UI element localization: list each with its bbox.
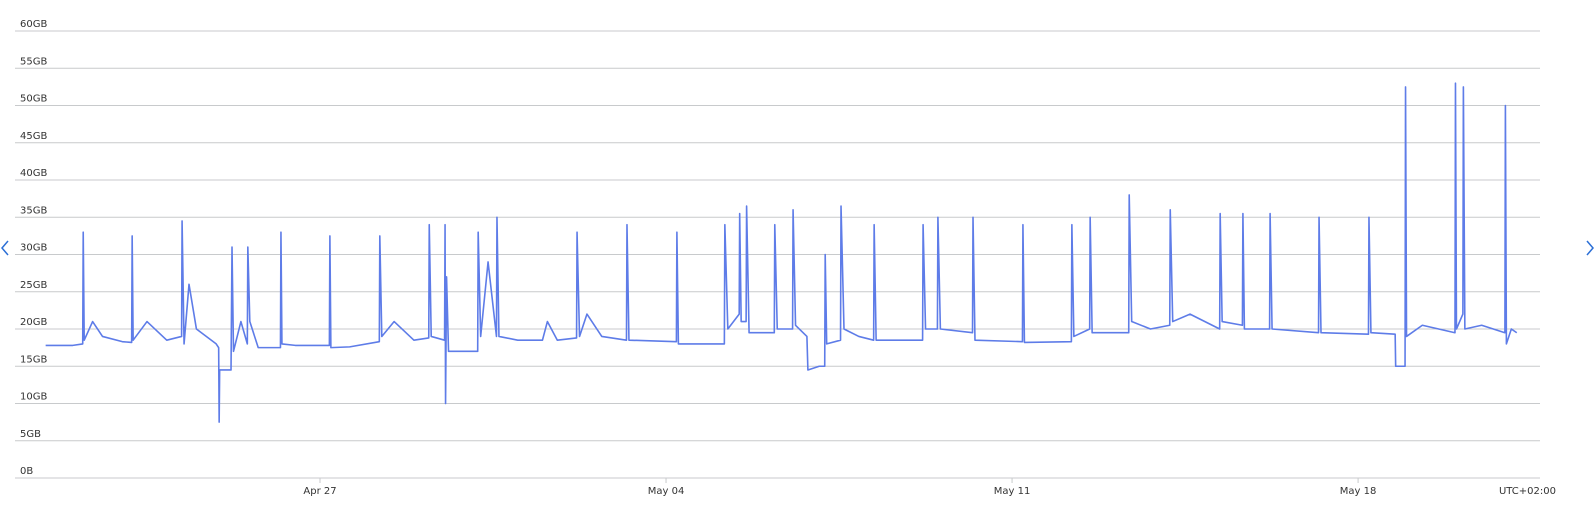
timezone-label: UTC+02:00 bbox=[1499, 486, 1556, 497]
y-tick-label: 35GB bbox=[20, 205, 47, 216]
x-tick-label: Apr 27 bbox=[303, 486, 336, 497]
x-tick-label: May 04 bbox=[648, 486, 685, 497]
previous-arrow[interactable] bbox=[1, 240, 9, 256]
y-tick-label: 55GB bbox=[20, 56, 47, 67]
x-tick-label: May 11 bbox=[994, 486, 1031, 497]
y-tick-label: 20GB bbox=[20, 317, 47, 328]
next-arrow[interactable] bbox=[1586, 240, 1594, 256]
y-tick-label: 15GB bbox=[20, 354, 47, 365]
y-tick-label: 50GB bbox=[20, 94, 47, 105]
y-tick-label: 10GB bbox=[20, 392, 47, 403]
x-tick-label: May 18 bbox=[1340, 486, 1377, 497]
y-tick-label: 45GB bbox=[20, 131, 47, 142]
y-tick-label: 60GB bbox=[20, 19, 47, 30]
y-tick-label: 5GB bbox=[20, 429, 41, 440]
data-line bbox=[45, 82, 1518, 423]
y-tick-label: 25GB bbox=[20, 280, 47, 291]
y-tick-label: 40GB bbox=[20, 168, 47, 179]
y-tick-label: 0B bbox=[20, 466, 33, 477]
y-tick-label: 30GB bbox=[20, 243, 47, 254]
